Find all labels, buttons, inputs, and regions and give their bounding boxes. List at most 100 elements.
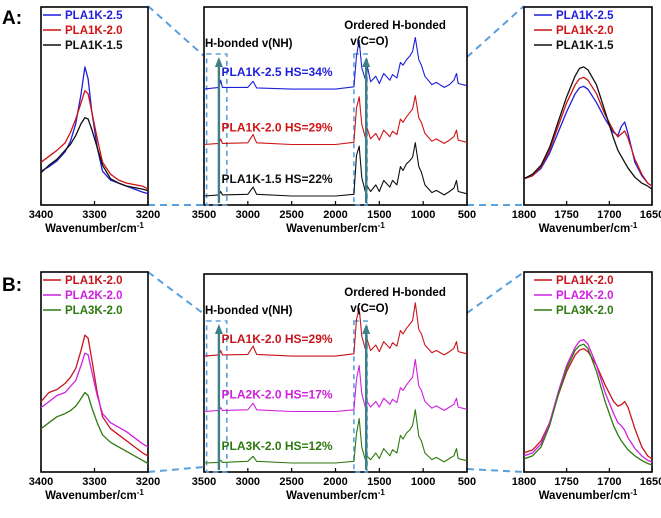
panel-b-main-xlabel: Wavenumber/cm-1 [286,488,385,503]
panel-b-left-series-line [40,334,149,457]
panel-a-main-tick-label: 3500 [192,209,216,221]
panel-a-zoom-guides [147,5,525,206]
panel-b-right-inset: 1800 1750 1700 1650Wavenumber/cm-1 PLA1K-2.0… [512,271,661,503]
panel-b-right-tick-label: 1750 [554,476,578,488]
panel-a-left-tick-label: 3300 [82,209,106,221]
panel-a-right-tick-label: 1800 [512,209,536,221]
panel-b-right-xlabel-superscript: -1 [630,488,638,497]
panel-a-main-xlabel-superscript: -1 [378,221,386,230]
panel-b-left-tick-label: 3400 [29,476,53,488]
panel-a-left-series-line [40,90,149,190]
panel-b-main-series-line [203,409,468,464]
panel-b-right-series-line [523,343,653,466]
panel-b-left-series-line [40,352,149,448]
panel-a-left-legend-label: PLA1K-1.5 [65,40,123,52]
panel-b-main-nh-annotation: H-bonded v(NH) [205,305,293,317]
panel-a-right-frame [523,6,653,206]
panel-a-right-tick-label: 1700 [597,209,621,221]
panel-b-main-tick-label: 2000 [323,476,347,488]
panel-b-main-co-annotation-line1: Ordered H-bonded [344,287,446,299]
panel-a-main-series-line [203,36,468,90]
panel-a-label: A: [2,8,22,29]
panel-b-main-tick-label: 3000 [236,476,260,488]
panel-b-main-series-label: PLA3K-2.0 HS=12% [222,439,333,453]
panel-a-main-nh-annotation: H-bonded v(NH) [205,38,293,50]
panel-b-main-nh-arrow-head [214,324,223,334]
panel-b-right-tick-label: 1650 [640,476,661,488]
panel-a-main-series-label: PLA1K-1.5 HS=22% [222,172,333,186]
panel-a-right-xlabel: Wavenumber/cm-1 [539,221,638,236]
panel-a-main-tick-label: 500 [458,209,476,221]
panel-a-left-xlabel: Wavenumber/cm-1 [45,221,144,236]
panel-b-main-series-line [203,302,468,357]
panel-b-main-nh-region-box [205,320,228,473]
panel-a-right-xlabel-superscript: -1 [630,221,638,230]
panel-b-right-legend-label: PLA2K-2.0 [556,290,614,302]
panel-a: A: 3400 3300 3200Wavenumber/cm-1PLA1K-2.5P… [2,5,661,236]
panel-b-main-series-label: PLA1K-2.0 HS=29% [222,332,333,346]
panel-b-right-series-line [523,338,653,463]
panel-a-left-tick-label: 3400 [29,209,53,221]
panel-a-right-legend-label: PLA1K-2.0 [556,25,614,37]
panel-a-left-series-line [40,116,149,192]
panel-a-left-series-line [40,66,149,195]
panel-a-right-series-line [523,76,653,187]
panel-a-main-series-line [203,95,468,146]
panel-b-main-tick-label: 1000 [411,476,435,488]
panel-b-main-xlabel-superscript: -1 [378,488,386,497]
panel-b-left-xlabel-superscript: -1 [137,488,145,497]
panel-b-right-xlabel: Wavenumber/cm-1 [539,488,638,503]
panel-b-right-tick-label: 1700 [597,476,621,488]
panel-a-main-series-line [203,142,468,197]
panel-a-main-nh-arrow-head [214,57,223,67]
panel-a-main-series-label: PLA1K-2.0 HS=29% [222,121,333,135]
panel-b-right-legend-label: PLA1K-2.0 [556,275,614,287]
panel-a-main-co-annotation-line1: Ordered H-bonded [344,20,446,32]
panel-a-main-co-annotation-line2: v(C=O) [350,36,388,48]
panel-a-main-tick-label: 1500 [367,209,391,221]
panel-b-main-tick-label: 3500 [192,476,216,488]
panel-b-main-spectrum: 3500 3000 2500 2000 1500 1000 500 Wavenumber/cm… [192,273,476,503]
panel-b: B: 3400 3300 3200Wavenumber/cm-1PLA1K-2.0P… [2,271,661,503]
panel-b-main-series-label: PLA2K-2.0 HS=17% [222,388,333,402]
panel-b-main-co-region-box [353,320,368,473]
panel-a-left-legend-label: PLA1K-2.5 [65,10,123,22]
panel-a-right-tick-label: 1750 [554,209,578,221]
panel-a-main-tick-label: 2000 [323,209,347,221]
panel-a-left-legend-label: PLA1K-2.0 [65,25,123,37]
panel-b-right-legend-label: PLA3K-2.0 [556,305,614,317]
panel-b-main-tick-label: 2500 [279,476,303,488]
panel-a-right-legend-label: PLA1K-2.5 [556,10,614,22]
panel-a-right-inset: 1800 1750 1700 1650Wavenumber/cm-1 PLA1K-2.5… [512,6,661,236]
panel-b-left-legend-label: PLA3K-2.0 [65,305,123,317]
panel-b-left-xlabel: Wavenumber/cm-1 [45,488,144,503]
panel-b-left-legend-label: PLA2K-2.0 [65,290,123,302]
panel-a-main-tick-label: 2500 [279,209,303,221]
panel-b-main-co-arrow-head [362,324,371,334]
panel-b-right-tick-label: 1800 [512,476,536,488]
panel-b-main-tick-label: 1500 [367,476,391,488]
panel-b-main-co-annotation-line2: v(C=O) [350,303,388,315]
panel-b-left-series-line [40,391,149,465]
panel-a-left-xlabel-superscript: -1 [137,221,145,230]
panel-a-main-series-label: PLA1K-2.5 HS=34% [222,65,333,79]
panel-b-left-legend-label: PLA1K-2.0 [65,275,123,287]
panel-b-left-tick-label: 3200 [136,476,160,488]
panel-a-main-co-region-box [353,53,368,206]
panel-a-main-tick-label: 1000 [411,209,435,221]
panel-a-main-spectrum: 3500 3000 2500 2000 1500 1000 500 Wavenumber/cm… [192,6,476,236]
panel-b-left-tick-label: 3300 [82,476,106,488]
panel-b-main-tick-label: 500 [458,476,476,488]
panel-a-main-tick-label: 3000 [236,209,260,221]
panel-b-right-frame [523,271,653,473]
panel-a-main-xlabel: Wavenumber/cm-1 [286,221,385,236]
panel-a-left-tick-label: 3200 [136,209,160,221]
panel-a-right-legend-label: PLA1K-1.5 [556,40,614,52]
panel-a-right-tick-label: 1650 [640,209,661,221]
panel-a-main-nh-region-box [205,53,228,206]
panel-a-right-series-line [523,66,653,190]
panel-b-zoom-guides [147,271,525,473]
